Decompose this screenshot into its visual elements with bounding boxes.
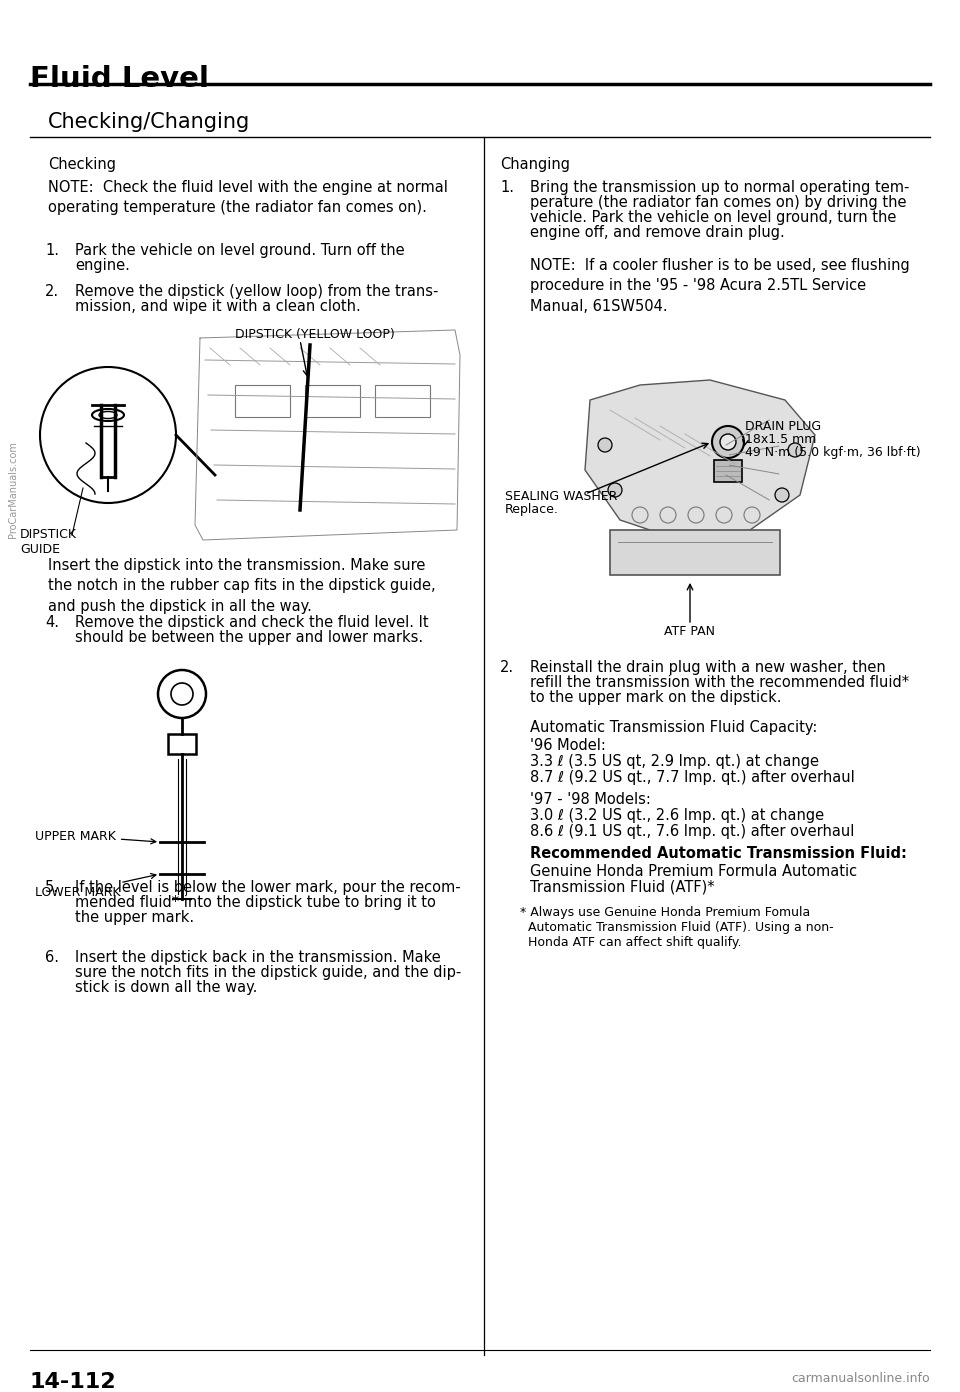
Text: Park the vehicle on level ground. Turn off the: Park the vehicle on level ground. Turn o… <box>75 244 404 258</box>
Text: vehicle. Park the vehicle on level ground, turn the: vehicle. Park the vehicle on level groun… <box>530 210 897 226</box>
Bar <box>235 386 290 418</box>
Text: 18x1.5 mm: 18x1.5 mm <box>745 433 816 445</box>
Circle shape <box>788 443 802 457</box>
Circle shape <box>712 426 744 458</box>
Circle shape <box>720 434 736 450</box>
Text: * Always use Genuine Honda Premium Fomula: * Always use Genuine Honda Premium Fomul… <box>520 906 810 919</box>
Text: Remove the dipstick (yellow loop) from the trans-: Remove the dipstick (yellow loop) from t… <box>75 284 439 299</box>
Text: NOTE:  Check the fluid level with the engine at normal
operating temperature (th: NOTE: Check the fluid level with the eng… <box>48 180 448 216</box>
Bar <box>168 734 196 754</box>
Text: NOTE:  If a cooler flusher is to be used, see flushing
procedure in the '95 - '9: NOTE: If a cooler flusher is to be used,… <box>530 258 910 313</box>
Text: '97 - '98 Models:: '97 - '98 Models: <box>530 792 651 807</box>
Text: ProCarManuals.com: ProCarManuals.com <box>8 441 18 539</box>
Text: refill the transmission with the recommended fluid*: refill the transmission with the recomme… <box>530 675 909 690</box>
Text: Changing: Changing <box>500 157 570 173</box>
Text: mission, and wipe it with a clean cloth.: mission, and wipe it with a clean cloth. <box>75 299 361 315</box>
Text: sure the notch fits in the dipstick guide, and the dip-: sure the notch fits in the dipstick guid… <box>75 965 461 980</box>
Text: Automatic Transmission Fluid Capacity:: Automatic Transmission Fluid Capacity: <box>530 720 817 735</box>
Text: 14-112: 14-112 <box>30 1373 116 1392</box>
Text: Honda ATF can affect shift qualify.: Honda ATF can affect shift qualify. <box>520 935 741 949</box>
Text: should be between the upper and lower marks.: should be between the upper and lower ma… <box>75 631 423 644</box>
Text: Checking: Checking <box>48 157 116 173</box>
Text: ATF PAN: ATF PAN <box>664 625 715 638</box>
Text: engine off, and remove drain plug.: engine off, and remove drain plug. <box>530 226 784 239</box>
Text: Bring the transmission up to normal operating tem-: Bring the transmission up to normal oper… <box>530 180 909 195</box>
Text: DRAIN PLUG: DRAIN PLUG <box>745 420 821 433</box>
Text: carmanualsonline.info: carmanualsonline.info <box>791 1373 930 1385</box>
Text: the upper mark.: the upper mark. <box>75 910 194 926</box>
Text: 2.: 2. <box>45 284 60 299</box>
Text: UPPER MARK: UPPER MARK <box>35 830 156 844</box>
Text: Recommended Automatic Transmission Fluid:: Recommended Automatic Transmission Fluid… <box>530 846 907 862</box>
Text: 6.: 6. <box>45 949 59 965</box>
Text: 3.0 ℓ (3.2 US qt., 2.6 lmp. qt.) at change: 3.0 ℓ (3.2 US qt., 2.6 lmp. qt.) at chan… <box>530 807 824 823</box>
Bar <box>375 386 430 418</box>
Text: Reinstall the drain plug with a new washer, then: Reinstall the drain plug with a new wash… <box>530 660 886 675</box>
Text: mended fluid* into the dipstick tube to bring it to: mended fluid* into the dipstick tube to … <box>75 895 436 910</box>
Text: 5.: 5. <box>45 880 59 895</box>
Polygon shape <box>585 380 815 540</box>
Text: 2.: 2. <box>500 660 515 675</box>
Text: Automatic Transmission Fluid (ATF). Using a non-: Automatic Transmission Fluid (ATF). Usin… <box>520 922 833 934</box>
Text: 8.7 ℓ (9.2 US qt., 7.7 lmp. qt.) after overhaul: 8.7 ℓ (9.2 US qt., 7.7 lmp. qt.) after o… <box>530 770 854 785</box>
Text: Replace.: Replace. <box>505 503 559 516</box>
Bar <box>305 386 360 418</box>
Bar <box>714 459 742 482</box>
Text: to the upper mark on the dipstick.: to the upper mark on the dipstick. <box>530 690 781 704</box>
Text: 49 N·m (5.0 kgf·m, 36 lbf·ft): 49 N·m (5.0 kgf·m, 36 lbf·ft) <box>745 445 921 459</box>
Text: Transmission Fluid (ATF)*: Transmission Fluid (ATF)* <box>530 880 714 895</box>
Text: 1.: 1. <box>45 244 59 258</box>
Text: '96 Model:: '96 Model: <box>530 738 606 753</box>
Text: Genuine Honda Premium Formula Automatic: Genuine Honda Premium Formula Automatic <box>530 864 857 878</box>
Text: DIPSTICK (YELLOW LOOP): DIPSTICK (YELLOW LOOP) <box>235 329 395 341</box>
Text: 8.6 ℓ (9.1 US qt., 7.6 lmp. qt.) after overhaul: 8.6 ℓ (9.1 US qt., 7.6 lmp. qt.) after o… <box>530 824 854 839</box>
Text: 3.3 ℓ (3.5 US qt, 2.9 lmp. qt.) at change: 3.3 ℓ (3.5 US qt, 2.9 lmp. qt.) at chang… <box>530 754 819 768</box>
Text: Fluid Level: Fluid Level <box>30 65 209 93</box>
Circle shape <box>608 483 622 497</box>
Circle shape <box>775 489 789 503</box>
Circle shape <box>598 438 612 452</box>
Text: Insert the dipstick into the transmission. Make sure
the notch in the rubber cap: Insert the dipstick into the transmissio… <box>48 558 436 614</box>
Text: Checking/Changing: Checking/Changing <box>48 111 251 132</box>
Text: Remove the dipstick and check the fluid level. It: Remove the dipstick and check the fluid … <box>75 615 428 631</box>
Text: engine.: engine. <box>75 258 130 273</box>
Text: SEALING WASHER: SEALING WASHER <box>505 490 617 503</box>
Text: perature (the radiator fan comes on) by driving the: perature (the radiator fan comes on) by … <box>530 195 906 210</box>
Text: Insert the dipstick back in the transmission. Make: Insert the dipstick back in the transmis… <box>75 949 441 965</box>
Text: LOWER MARK: LOWER MARK <box>35 874 156 898</box>
Bar <box>610 530 780 575</box>
Text: stick is down all the way.: stick is down all the way. <box>75 980 257 995</box>
Text: DIPSTICK
GUIDE: DIPSTICK GUIDE <box>20 528 77 555</box>
Text: 1.: 1. <box>500 180 514 195</box>
Text: 4.: 4. <box>45 615 59 631</box>
Text: If the level is below the lower mark, pour the recom-: If the level is below the lower mark, po… <box>75 880 461 895</box>
